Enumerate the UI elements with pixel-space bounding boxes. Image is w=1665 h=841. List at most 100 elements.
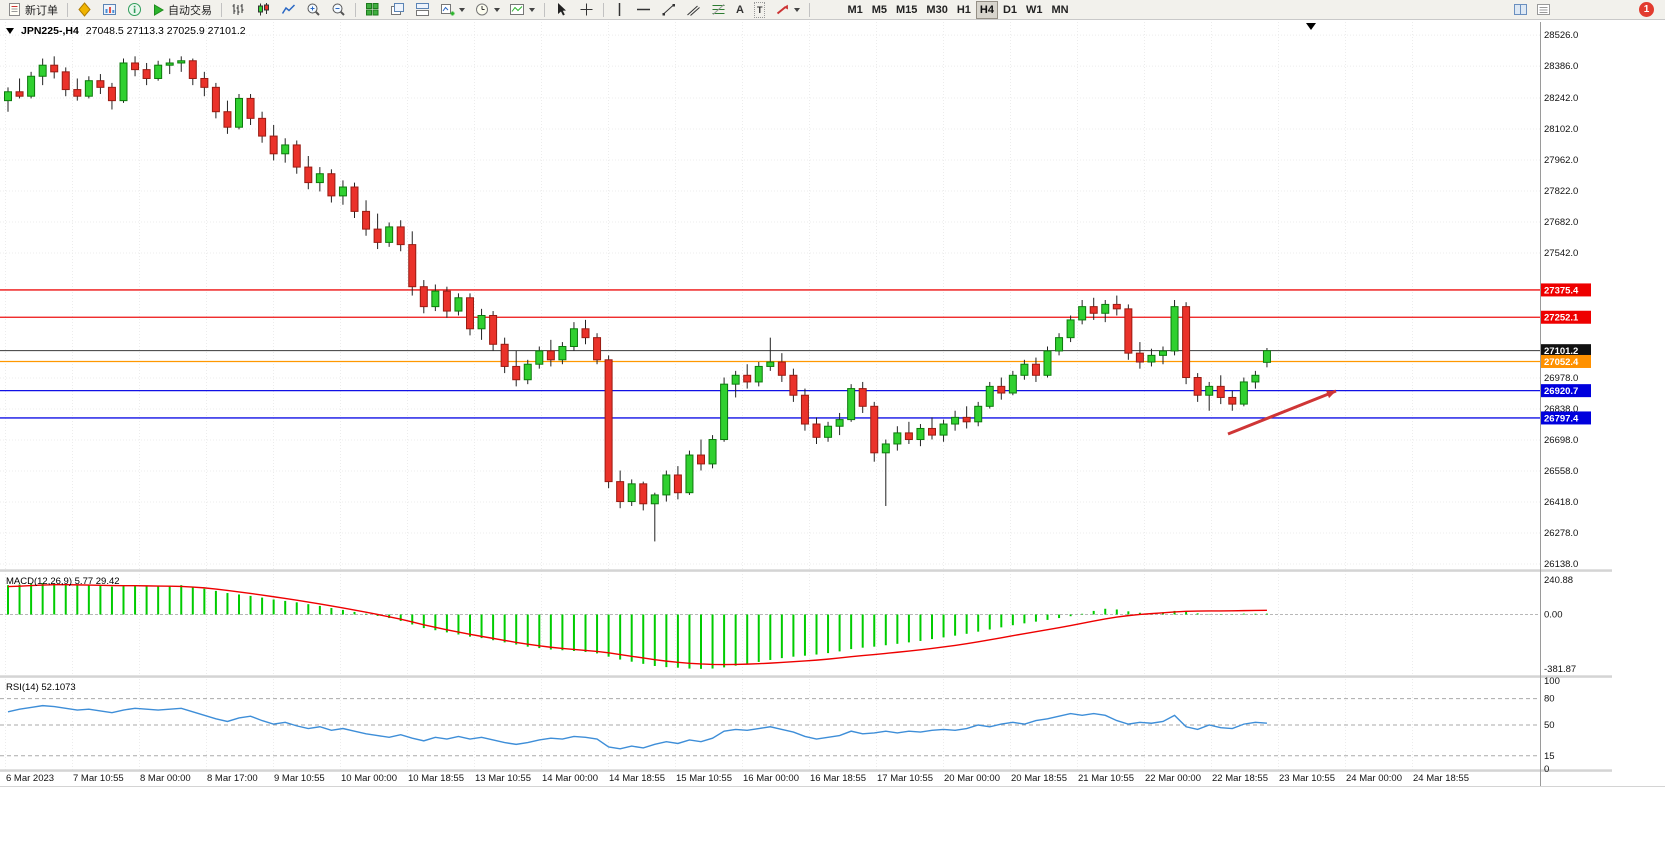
time-axis-label: 24 Mar 18:55 bbox=[1413, 773, 1469, 784]
timeframe-button-h1[interactable]: H1 bbox=[953, 1, 975, 19]
price-tag-label: 27375.4 bbox=[1544, 285, 1579, 296]
candle-bullish bbox=[477, 314, 486, 330]
candle-bearish bbox=[500, 343, 509, 367]
candle-bearish bbox=[188, 60, 197, 79]
toolbar-separator bbox=[809, 2, 811, 17]
candle-bullish bbox=[1239, 381, 1248, 405]
time-axis-label: 24 Mar 00:00 bbox=[1346, 773, 1402, 784]
price-tag[interactable] bbox=[1541, 411, 1591, 425]
autotrading-button[interactable]: 自动交易 bbox=[148, 1, 216, 19]
price-axis-label: 27682.0 bbox=[1544, 217, 1578, 228]
time-axis-label: 20 Mar 18:55 bbox=[1011, 773, 1067, 784]
line-chart-button[interactable] bbox=[277, 1, 300, 19]
cascade-windows-button[interactable] bbox=[386, 1, 409, 19]
chart-layout-button[interactable] bbox=[1509, 1, 1532, 19]
cursor-button[interactable] bbox=[550, 1, 573, 19]
new-order-button[interactable]: 新订单 bbox=[3, 1, 62, 19]
timeframe-button-w1[interactable]: W1 bbox=[1022, 1, 1047, 19]
rsi-line bbox=[7, 704, 1267, 750]
arrange-windows-button[interactable] bbox=[411, 1, 434, 19]
price-tag[interactable] bbox=[1541, 344, 1591, 358]
price-axis-label: 28386.0 bbox=[1544, 61, 1578, 72]
time-axis-label: 9 Mar 10:55 bbox=[274, 773, 325, 784]
timeframe-button-mn[interactable]: MN bbox=[1048, 1, 1073, 19]
horizontal-line-button[interactable] bbox=[632, 1, 655, 19]
candle-bullish bbox=[985, 385, 994, 407]
timeframe-button-m15[interactable]: M15 bbox=[892, 1, 921, 19]
new-chart-button[interactable] bbox=[436, 1, 469, 19]
candlestick-chart-button[interactable] bbox=[252, 1, 275, 19]
price-tag[interactable] bbox=[1541, 283, 1591, 297]
timeframe-button-d1[interactable]: D1 bbox=[999, 1, 1021, 19]
pane-separator[interactable] bbox=[0, 569, 1612, 572]
candle-bearish bbox=[997, 385, 1006, 394]
bar-chart-button[interactable] bbox=[227, 1, 250, 19]
trend-arrow[interactable] bbox=[1227, 389, 1337, 436]
tile-windows-button[interactable] bbox=[361, 1, 384, 19]
one-click-trading-arrow-icon[interactable] bbox=[6, 28, 14, 34]
label-tool-button[interactable]: T bbox=[750, 1, 770, 19]
zoom-in-button[interactable] bbox=[302, 1, 325, 19]
candle-bearish bbox=[1089, 306, 1098, 314]
candle-bullish bbox=[454, 297, 463, 312]
price-tag[interactable] bbox=[1541, 310, 1591, 324]
candle-bullish bbox=[1020, 363, 1029, 376]
vertical-line-icon bbox=[618, 3, 621, 16]
candle-bearish bbox=[604, 359, 613, 483]
chart-canvas[interactable]: 6 Mar 2023 7 Mar 10:55 8 Mar 00:00 8 Mar 17… bbox=[0, 20, 1665, 841]
candle-bullish bbox=[916, 427, 925, 441]
candle-bullish bbox=[685, 454, 694, 494]
charts-window-button[interactable] bbox=[98, 1, 121, 19]
crosshair-button[interactable] bbox=[575, 1, 598, 19]
candle-bearish bbox=[50, 64, 59, 73]
zoom-out-button[interactable] bbox=[327, 1, 350, 19]
toolbar-right-cluster: 1 bbox=[1509, 1, 1662, 19]
metaeditor-button[interactable] bbox=[73, 1, 96, 19]
price-tag[interactable] bbox=[1541, 354, 1591, 368]
timeframe-button-m1[interactable]: M1 bbox=[843, 1, 866, 19]
vertical-line-button[interactable] bbox=[609, 1, 630, 19]
candle-bullish bbox=[558, 346, 567, 361]
notification-badge[interactable]: 1 bbox=[1639, 2, 1654, 17]
fibonacci-button[interactable] bbox=[707, 1, 730, 19]
text-tool-button[interactable]: A bbox=[732, 1, 748, 19]
timeframe-button-m30[interactable]: M30 bbox=[922, 1, 951, 19]
price-tag[interactable] bbox=[1541, 384, 1591, 398]
time-axis-label: 23 Mar 10:55 bbox=[1279, 773, 1335, 784]
channel-button[interactable] bbox=[682, 1, 705, 19]
indicators-button[interactable] bbox=[506, 1, 539, 19]
pane-separator[interactable] bbox=[0, 769, 1612, 772]
candle-bearish bbox=[1216, 385, 1225, 398]
info-button[interactable] bbox=[123, 1, 146, 19]
chart-list-button[interactable] bbox=[1532, 1, 1555, 19]
shapes-button[interactable] bbox=[771, 1, 804, 19]
candle-bullish bbox=[824, 425, 833, 438]
period-button[interactable] bbox=[471, 1, 504, 19]
fibonacci-icon bbox=[712, 4, 725, 15]
chart-area[interactable]: 6 Mar 2023 7 Mar 10:55 8 Mar 00:00 8 Mar 17… bbox=[0, 20, 1665, 841]
price-axis-label: 28102.0 bbox=[1544, 124, 1578, 135]
chevron-down-icon bbox=[529, 7, 535, 12]
candle-bearish bbox=[1135, 352, 1144, 363]
toolbar-separator bbox=[355, 2, 356, 17]
candle-bullish bbox=[881, 443, 890, 454]
text-tool-glyph: A bbox=[736, 3, 744, 16]
pane-separator[interactable] bbox=[0, 675, 1612, 678]
zoom-in-icon bbox=[307, 3, 320, 16]
trendline-button[interactable] bbox=[657, 1, 680, 19]
chart-shift-marker-icon[interactable] bbox=[1306, 23, 1316, 30]
candle-bullish bbox=[662, 474, 671, 496]
rsi-axis-label: 0 bbox=[1544, 764, 1549, 775]
candle-bullish bbox=[1066, 319, 1075, 339]
timeframe-button-h4[interactable]: H4 bbox=[975, 0, 998, 19]
time-axis-label: 13 Mar 10:55 bbox=[475, 773, 531, 784]
candle-bullish bbox=[835, 419, 844, 427]
timeframe-button-m5[interactable]: M5 bbox=[868, 1, 891, 19]
candle-bearish bbox=[258, 117, 267, 137]
rsi-axis-label: 100 bbox=[1544, 676, 1560, 687]
candle-bearish bbox=[396, 226, 405, 246]
candle-bearish bbox=[593, 337, 602, 361]
candle-bearish bbox=[96, 80, 105, 88]
price-axis-label: 26558.0 bbox=[1544, 466, 1578, 477]
candle-bullish bbox=[1205, 385, 1214, 396]
